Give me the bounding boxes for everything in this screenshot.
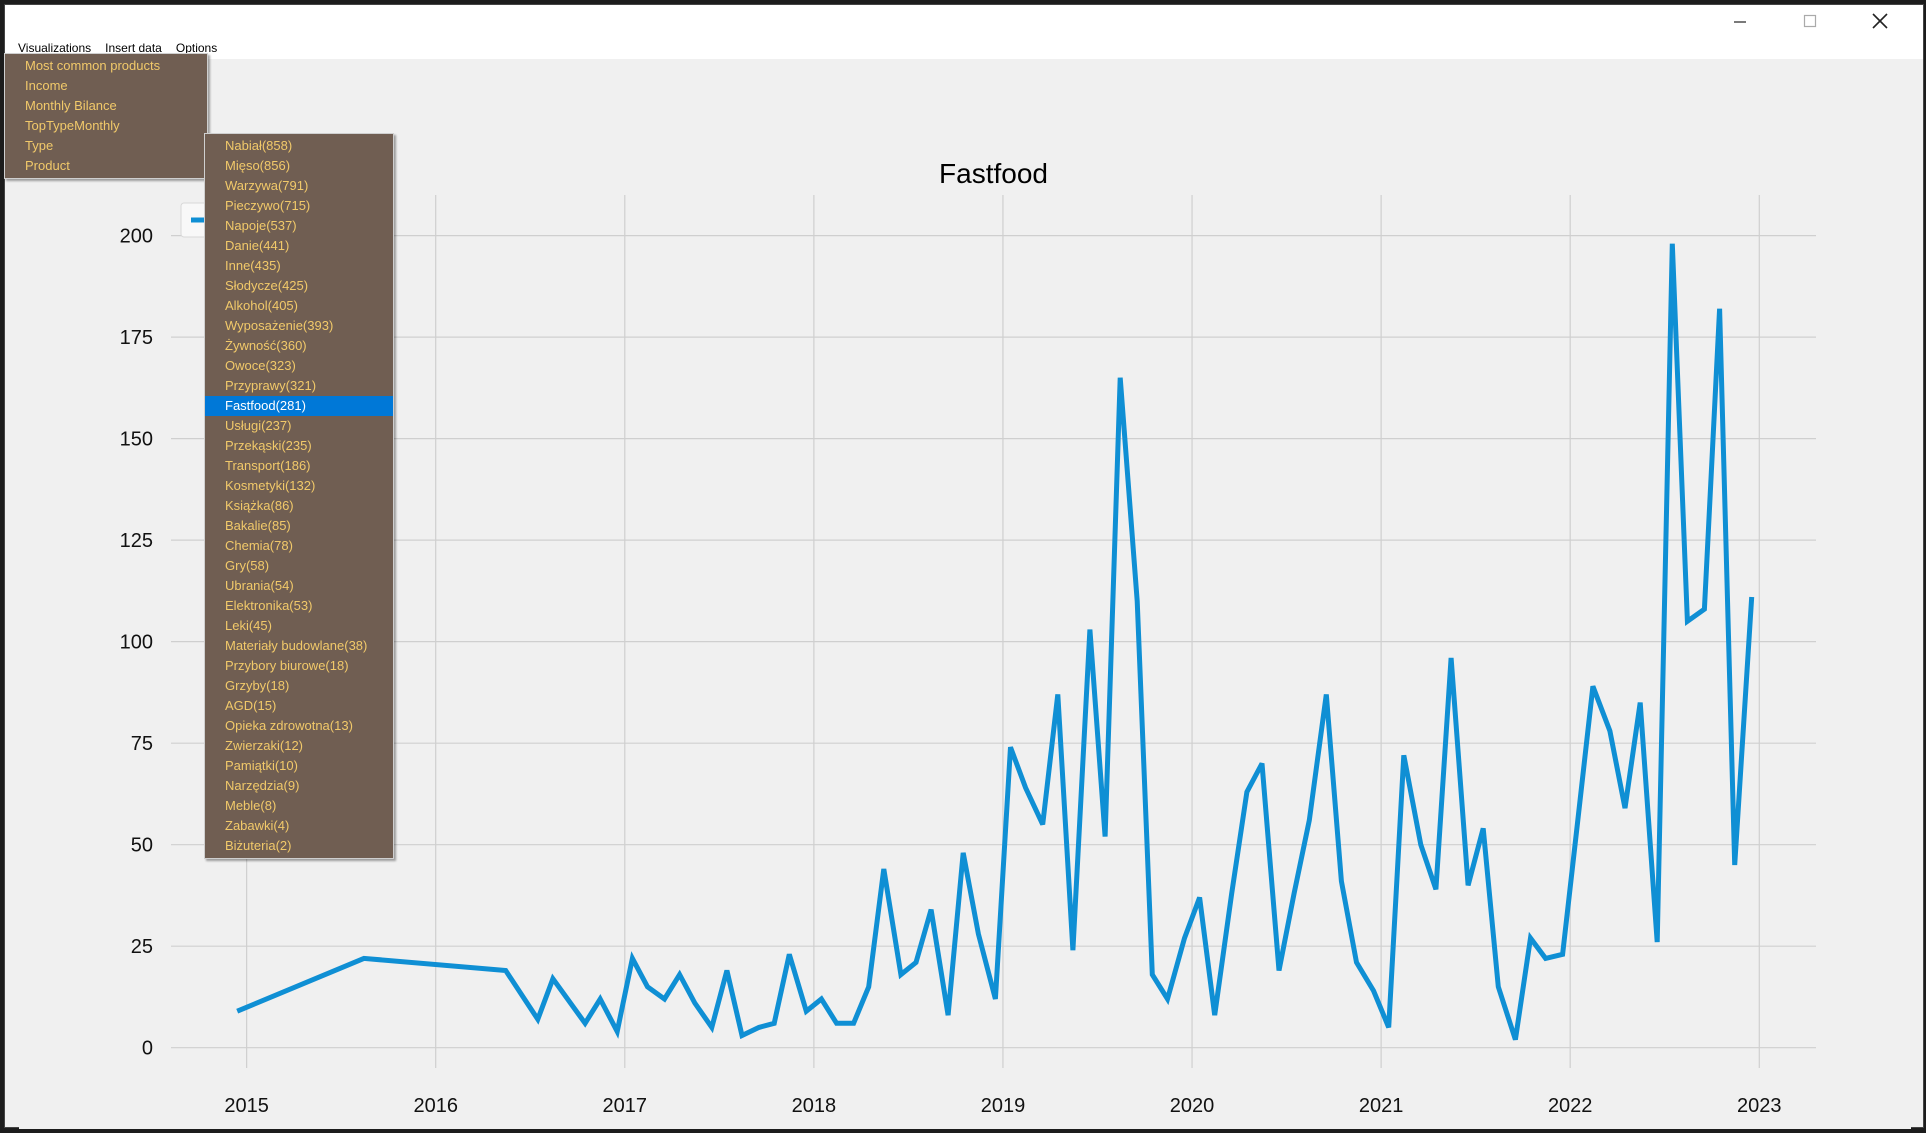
app-window: Visualizations Insert data Options Fastf… (4, 4, 1924, 1129)
menu-item-top-type-monthly[interactable]: TopTypeMonthly (25, 118, 120, 133)
y-tick-label: 175 (120, 327, 153, 349)
x-tick-label: 2016 (413, 1095, 458, 1117)
type-menu-item[interactable]: Elektronika(53) (225, 598, 313, 613)
type-menu-item[interactable]: Przybory biurowe(18) (225, 658, 349, 673)
y-tick-label: 200 (120, 226, 153, 248)
series-line (236, 243, 1755, 1041)
menu-item-product[interactable]: Product (25, 158, 70, 173)
minimize-button[interactable] (1705, 5, 1775, 37)
x-tick-label: 2015 (224, 1095, 269, 1117)
type-menu-item[interactable]: Leki(45) (225, 618, 272, 633)
title-bar (5, 5, 1923, 37)
minimize-icon (1734, 21, 1746, 23)
x-tick-label: 2019 (981, 1095, 1026, 1117)
type-menu-item[interactable]: Słodycze(425) (225, 278, 309, 293)
type-menu-item[interactable]: AGD(15) (225, 698, 277, 713)
type-menu-item[interactable]: Warzywa(791) (225, 178, 309, 193)
menu-options[interactable]: Options (175, 41, 218, 55)
close-button[interactable] (1845, 5, 1915, 37)
x-tick-label: 2018 (792, 1095, 837, 1117)
type-menu-item[interactable]: Mięso(856) (225, 158, 291, 173)
type-menu-item[interactable]: Książka(86) (225, 498, 294, 513)
type-menu-item[interactable]: Grzyby(18) (225, 678, 290, 693)
maximize-button[interactable] (1775, 5, 1845, 37)
type-menu-item[interactable]: Napoje(537) (225, 218, 297, 233)
menu-bar: Visualizations Insert data Options (5, 37, 1923, 59)
line-chart: Fastfood 0 25 50 75 100 125 150 175 200 2015 2016 20… (120, 158, 1816, 1117)
type-menu-item[interactable]: Przyprawy(321) (225, 378, 317, 393)
visualizations-dropdown: Most common products Income Monthly Bila… (4, 53, 208, 179)
chart-title: Fastfood (939, 158, 1048, 189)
x-tick-label: 2020 (1170, 1095, 1215, 1117)
type-menu-item[interactable]: Zwierzaki(12) (225, 738, 304, 753)
type-menu-item[interactable]: Bakalie(85) (225, 518, 291, 533)
y-tick-label: 150 (120, 429, 153, 451)
menu-insert-data[interactable]: Insert data (105, 41, 162, 55)
menu-item-most-common-products[interactable]: Most common products (25, 58, 161, 73)
y-tick-label: 0 (142, 1038, 153, 1060)
x-tick-label: 2023 (1737, 1095, 1782, 1117)
x-tick-label: 2021 (1359, 1095, 1404, 1117)
menu-item-monthly-bilance[interactable]: Monthly Bilance (25, 98, 117, 113)
type-menu-item[interactable]: Usługi(237) (225, 418, 292, 433)
type-menu-item[interactable]: Chemia(78) (225, 538, 293, 553)
type-menu-item[interactable]: Przekąski(235) (225, 438, 312, 453)
y-tick-label: 50 (131, 835, 153, 857)
type-menu-item[interactable]: Zabawki(4) (225, 818, 290, 833)
y-tick-label: 25 (131, 936, 153, 958)
menu-item-type[interactable]: Type (25, 138, 54, 153)
type-menu-item[interactable]: Żywność(360) (225, 338, 307, 353)
type-menu-item[interactable]: Fastfood(281) (205, 396, 393, 416)
type-menu-item[interactable]: Pieczywo(715) (225, 198, 311, 213)
y-tick-label: 75 (131, 733, 153, 755)
type-menu-item[interactable]: Ubrania(54) (225, 578, 294, 593)
menu-item-income[interactable]: Income (25, 78, 68, 93)
type-menu-item[interactable]: Owoce(323) (225, 358, 296, 373)
type-menu-item[interactable]: Inne(435) (225, 258, 281, 273)
y-tick-label: 100 (120, 632, 153, 654)
type-menu-item[interactable]: Meble(8) (225, 798, 277, 813)
type-menu-item[interactable]: Narzędzia(9) (225, 778, 300, 793)
maximize-icon (1803, 14, 1817, 28)
type-menu-item[interactable]: Pamiątki(10) (225, 758, 298, 773)
type-menu-item[interactable]: Gry(58) (225, 558, 270, 573)
type-menu-item[interactable]: Biżuteria(2) (225, 838, 292, 853)
x-tick-label: 2017 (603, 1095, 648, 1117)
type-menu-item[interactable]: Transport(186) (225, 458, 311, 473)
type-menu-item[interactable]: Opieka zdrowotna(13) (225, 718, 353, 733)
type-menu-item[interactable]: Alkohol(405) (225, 298, 298, 313)
x-tick-label: 2022 (1548, 1095, 1593, 1117)
type-menu-item[interactable]: Kosmetyki(132) (225, 478, 316, 493)
menu-visualizations[interactable]: Visualizations (18, 41, 92, 55)
type-menu-item[interactable]: Nabiał(858) (225, 138, 293, 153)
y-tick-label: 125 (120, 530, 153, 552)
type-submenu: Nabiał(858) Mięso(856) Warzywa(791) Pieczyw… (204, 133, 394, 859)
type-menu-item[interactable]: Danie(441) (225, 238, 290, 253)
type-menu-item[interactable]: Materiały budowlane(38) (225, 638, 368, 653)
close-icon (1872, 13, 1888, 29)
type-menu-item[interactable]: Wyposażenie(393) (225, 318, 334, 333)
